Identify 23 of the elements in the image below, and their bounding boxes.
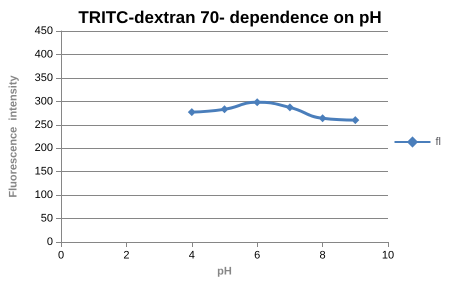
point [286,103,294,112]
y-axis-title: Fluorescence intensity [8,74,20,198]
y-tick-label: 250 [34,118,53,131]
x-tick-label: 6 [254,250,260,262]
y-tick-label: 450 [34,25,53,37]
legend-label: fl [436,136,441,148]
y-tick-label: 300 [34,95,53,108]
x-tick-label: 0 [58,250,64,262]
x-tick-label: 2 [123,250,130,262]
y-tick-label: 0 [46,236,53,248]
x-tick-label: 10 [382,250,394,262]
x-axis-title: pH [217,265,232,278]
chart-title: TRITC-dextran 70- dependence on pH [78,8,382,27]
y-tick-label: 50 [40,212,53,225]
point [220,105,228,114]
y-tick-label: 100 [34,189,53,202]
point [318,114,327,122]
x-tick-label: 4 [188,250,195,262]
x-tick-label: 8 [320,250,326,262]
y-tick-label: 350 [34,72,53,84]
y-tick-label: 200 [34,142,53,154]
y-tick-label: 150 [34,166,53,178]
y-tick-label: 400 [34,48,53,60]
